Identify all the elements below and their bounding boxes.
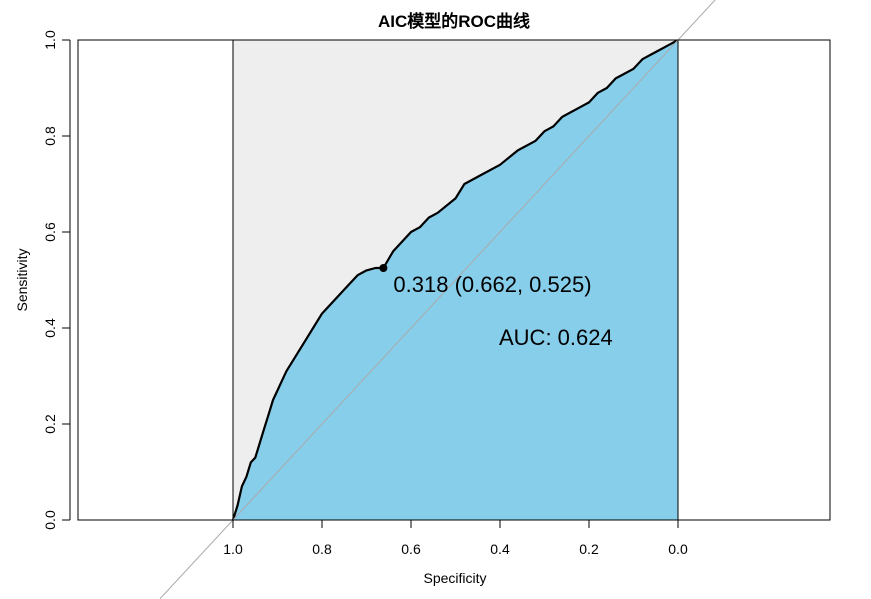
reference-diagonal xyxy=(159,0,716,599)
x-tick-label: 0.4 xyxy=(490,541,510,557)
y-axis-title: Sensitivity xyxy=(14,248,30,311)
y-tick-label: 0.0 xyxy=(42,510,58,530)
y-tick-label: 0.4 xyxy=(42,318,58,338)
y-tick-label: 0.6 xyxy=(42,222,58,242)
auc-label: AUC: 0.624 xyxy=(499,325,613,350)
roc-curve-line xyxy=(231,40,679,520)
y-tick-label: 0.8 xyxy=(42,126,58,146)
threshold-point xyxy=(379,264,388,272)
y-tick-label: 0.2 xyxy=(42,414,58,434)
chart-title: AIC模型的ROC曲线 xyxy=(378,11,530,31)
y-tick-label: 1.0 xyxy=(42,30,58,50)
x-tick-label: 1.0 xyxy=(223,541,243,557)
x-tick-label: 0.0 xyxy=(668,541,688,557)
x-tick-label: 0.6 xyxy=(401,541,421,557)
y-axis-ticks: 0.0 0.2 0.4 0.6 0.8 1.0 xyxy=(42,30,70,530)
x-axis-title: Specificity xyxy=(423,570,486,586)
threshold-label: 0.318 (0.662, 0.525) xyxy=(393,272,591,297)
x-tick-label: 0.2 xyxy=(579,541,599,557)
x-axis-ticks: 1.0 0.8 0.6 0.4 0.2 0.0 xyxy=(223,520,688,557)
x-tick-label: 0.8 xyxy=(312,541,332,557)
